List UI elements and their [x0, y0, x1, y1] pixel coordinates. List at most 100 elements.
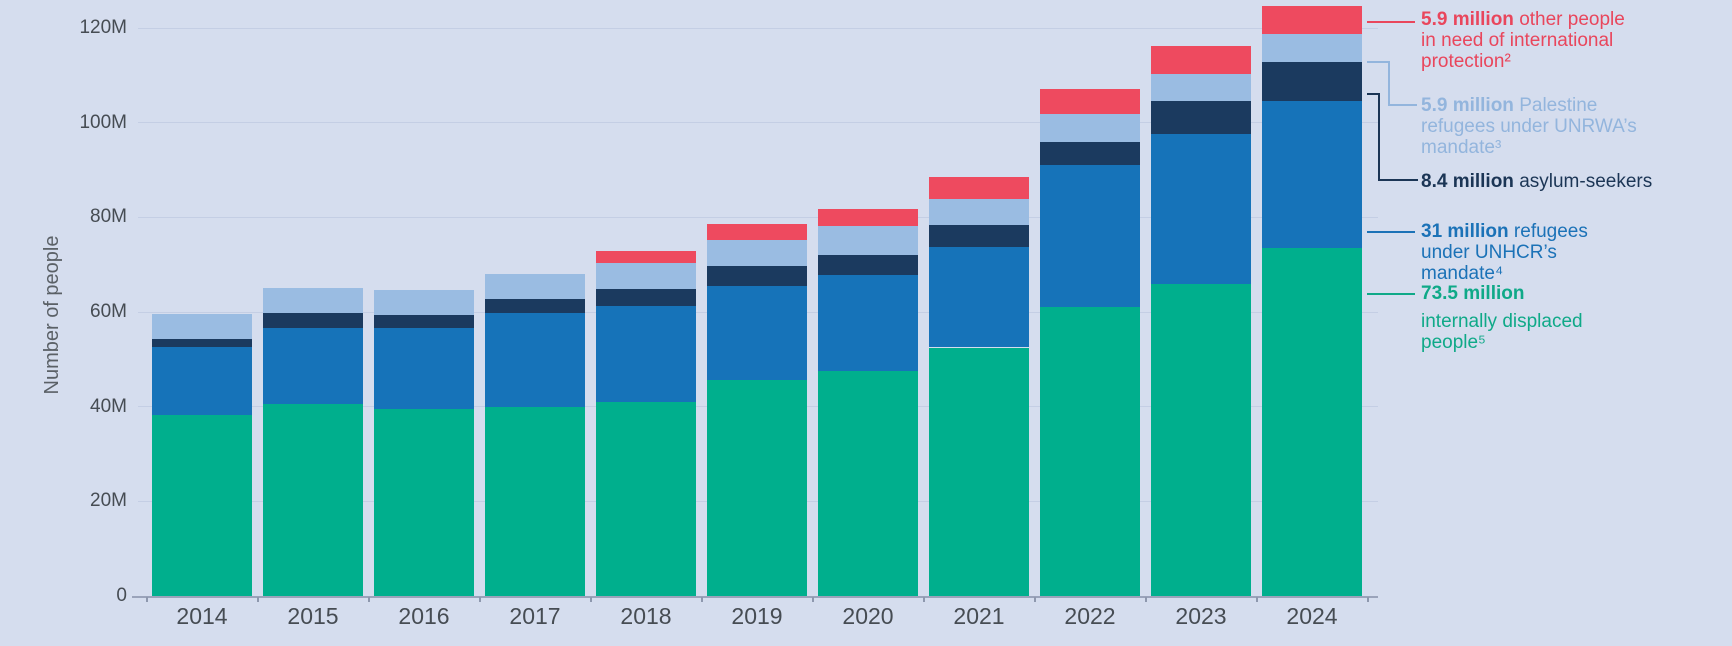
x-tick-label-2016: 2016 [398, 603, 450, 629]
bar-2020-segment-refugees_unhcr [818, 274, 918, 372]
x-tick-label-2018: 2018 [620, 603, 672, 629]
callout-line-refugees [1367, 231, 1415, 233]
bar-2020-segment-unrwa [818, 226, 918, 255]
legend-label: internally displaced people⁵ [1421, 311, 1583, 353]
legend-label: Palestine refugees under UNRWA’s mandate… [1421, 95, 1637, 158]
callout-line-asylum [1378, 179, 1418, 181]
callout-line-asylum [1378, 93, 1380, 181]
callout-line-oip [1367, 21, 1415, 23]
y-tick-label-80M: 80M [90, 206, 127, 228]
x-axis-line [132, 596, 1378, 598]
x-tick-label-2017: 2017 [509, 603, 561, 629]
y-tick-label-120M: 120M [79, 17, 127, 38]
legend-entry-other-protection: 5.9 million other people in need of inte… [1421, 9, 1633, 72]
x-axis-tick [923, 597, 925, 602]
bar-2018-segment-asylum_seekers [596, 288, 696, 307]
y-tick-label-100M: 100M [79, 111, 127, 133]
x-axis-tick [590, 597, 592, 602]
x-tick-label-2020: 2020 [842, 603, 894, 629]
bar-2019-segment-asylum_seekers [707, 266, 807, 287]
legend-entry-asylum-seekers: 8.4 million asylum-seekers [1421, 171, 1711, 192]
bar-2017-segment-idp [485, 407, 585, 596]
x-axis-tick [1034, 597, 1036, 602]
bar-2018-segment-unrwa [596, 263, 696, 289]
callout-line-asylum [1367, 93, 1380, 95]
bar-2015-segment-idp [263, 404, 363, 596]
bar-2018-segment-oip [596, 251, 696, 264]
legend-entry-unrwa-refugees: 5.9 million Palestine refugees under UNR… [1421, 95, 1649, 158]
bar-2014-segment-asylum_seekers [152, 338, 252, 348]
legend-entry-unhcr-refugees: 31 million refugees under UNHCR’s mandat… [1421, 221, 1639, 284]
bar-2017-segment-refugees_unhcr [485, 312, 585, 408]
bar-2022-segment-idp [1040, 307, 1140, 596]
y-tick-label-60M: 60M [90, 301, 127, 322]
y-axis-title: Number of people [41, 235, 63, 395]
legend-entry-idp: 73.5 million internally displaced people⁵ [1421, 283, 1599, 353]
bar-2024-segment-asylum_seekers [1262, 61, 1362, 102]
x-tick-label-2022: 2022 [1064, 603, 1116, 629]
x-axis-tick [1256, 597, 1258, 602]
y-tick-label-40M: 40M [90, 395, 127, 417]
x-tick-label-2021: 2021 [953, 603, 1005, 629]
bar-2020-segment-idp [818, 371, 918, 596]
bar-2016-segment-asylum_seekers [374, 314, 474, 328]
x-axis-tick [479, 597, 481, 602]
bar-2019-segment-unrwa [707, 239, 807, 267]
bar-2017-segment-asylum_seekers [485, 298, 585, 313]
legend-value: 73.5 million [1421, 283, 1525, 304]
bar-2019-segment-refugees_unhcr [707, 286, 807, 380]
callout-line-unrwa [1367, 61, 1390, 63]
bar-2019-segment-oip [707, 223, 807, 240]
bar-2022-segment-asylum_seekers [1040, 142, 1140, 165]
bar-2014-segment-idp [152, 415, 252, 596]
x-axis-tick [701, 597, 703, 602]
legend-value: 31 million [1421, 221, 1509, 242]
x-tick-label-2015: 2015 [287, 603, 339, 629]
bar-2019-segment-idp [707, 379, 807, 596]
bar-2015-segment-unrwa [263, 287, 363, 313]
x-axis-tick [368, 597, 370, 602]
x-axis-tick [146, 597, 148, 602]
bar-2017-segment-unrwa [485, 273, 585, 299]
bar-2023-segment-oip [1151, 45, 1251, 74]
x-axis-tick [812, 597, 814, 602]
legend-label: asylum-seekers [1513, 171, 1653, 192]
bar-2015-segment-asylum_seekers [263, 312, 363, 329]
bar-2024-segment-unrwa [1262, 33, 1362, 62]
callout-line-unrwa [1388, 104, 1417, 106]
bar-2014-segment-refugees_unhcr [152, 347, 252, 416]
x-axis-tick [1367, 597, 1369, 602]
bar-2021-segment-asylum_seekers [929, 225, 1029, 247]
y-tick-label-0: 0 [116, 585, 127, 606]
bar-2020-segment-asylum_seekers [818, 254, 918, 275]
bar-2015-segment-refugees_unhcr [263, 328, 363, 405]
x-tick-label-2023: 2023 [1175, 603, 1227, 629]
legend-label: refugees under UNHCR’s mandate⁴ [1421, 221, 1588, 284]
bar-2023-segment-refugees_unhcr [1151, 134, 1251, 284]
bar-2018-segment-idp [596, 401, 696, 596]
legend-value: 5.9 million [1421, 95, 1514, 116]
bar-2023-segment-asylum_seekers [1151, 101, 1251, 135]
gridline-80M [138, 216, 1378, 218]
bar-2022-segment-refugees_unhcr [1040, 164, 1140, 308]
y-tick-label-20M: 20M [90, 490, 127, 512]
bar-2021-segment-refugees_unhcr [929, 246, 1029, 348]
x-tick-label-2014: 2014 [176, 603, 228, 629]
x-tick-label-2024: 2024 [1286, 603, 1338, 629]
callout-line-idp [1367, 293, 1415, 295]
legend-value: 8.4 million [1421, 171, 1514, 192]
bar-2021-segment-idp [929, 347, 1029, 596]
x-axis-tick [257, 597, 259, 602]
bar-2016-segment-unrwa [374, 290, 474, 315]
bar-2021-segment-oip [929, 176, 1029, 199]
gridline-120M [138, 27, 1378, 29]
x-axis-tick [1145, 597, 1147, 602]
callout-line-unrwa [1388, 61, 1390, 106]
gridline-100M [138, 122, 1378, 124]
legend-label: other people in need of international pr… [1421, 9, 1625, 72]
bar-2024-segment-idp [1262, 248, 1362, 596]
bar-2024-segment-refugees_unhcr [1262, 101, 1362, 249]
bar-2023-segment-unrwa [1151, 73, 1251, 102]
x-tick-label-2019: 2019 [731, 603, 783, 629]
